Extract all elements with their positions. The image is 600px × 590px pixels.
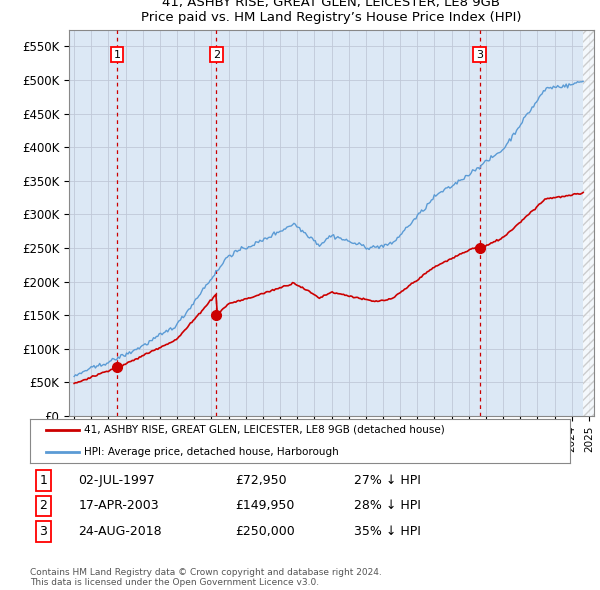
Text: Contains HM Land Registry data © Crown copyright and database right 2024.
This d: Contains HM Land Registry data © Crown c… bbox=[30, 568, 382, 587]
Text: 17-APR-2003: 17-APR-2003 bbox=[79, 499, 159, 513]
Bar bbox=[583, 30, 594, 416]
Text: 02-JUL-1997: 02-JUL-1997 bbox=[79, 474, 155, 487]
Text: £149,950: £149,950 bbox=[235, 499, 295, 513]
Text: £250,000: £250,000 bbox=[235, 525, 295, 538]
Title: 41, ASHBY RISE, GREAT GLEN, LEICESTER, LE8 9GB
Price paid vs. HM Land Registry’s: 41, ASHBY RISE, GREAT GLEN, LEICESTER, L… bbox=[141, 0, 522, 24]
Text: 3: 3 bbox=[40, 525, 47, 538]
Text: HPI: Average price, detached house, Harborough: HPI: Average price, detached house, Harb… bbox=[84, 447, 339, 457]
Text: 28% ↓ HPI: 28% ↓ HPI bbox=[354, 499, 421, 513]
Text: 41, ASHBY RISE, GREAT GLEN, LEICESTER, LE8 9GB (detached house): 41, ASHBY RISE, GREAT GLEN, LEICESTER, L… bbox=[84, 425, 445, 435]
Text: £72,950: £72,950 bbox=[235, 474, 287, 487]
Text: 2: 2 bbox=[213, 50, 220, 60]
Text: 35% ↓ HPI: 35% ↓ HPI bbox=[354, 525, 421, 538]
Text: 3: 3 bbox=[476, 50, 483, 60]
Text: 24-AUG-2018: 24-AUG-2018 bbox=[79, 525, 162, 538]
Text: 1: 1 bbox=[113, 50, 121, 60]
Text: 27% ↓ HPI: 27% ↓ HPI bbox=[354, 474, 421, 487]
Text: 1: 1 bbox=[40, 474, 47, 487]
Text: 2: 2 bbox=[40, 499, 47, 513]
